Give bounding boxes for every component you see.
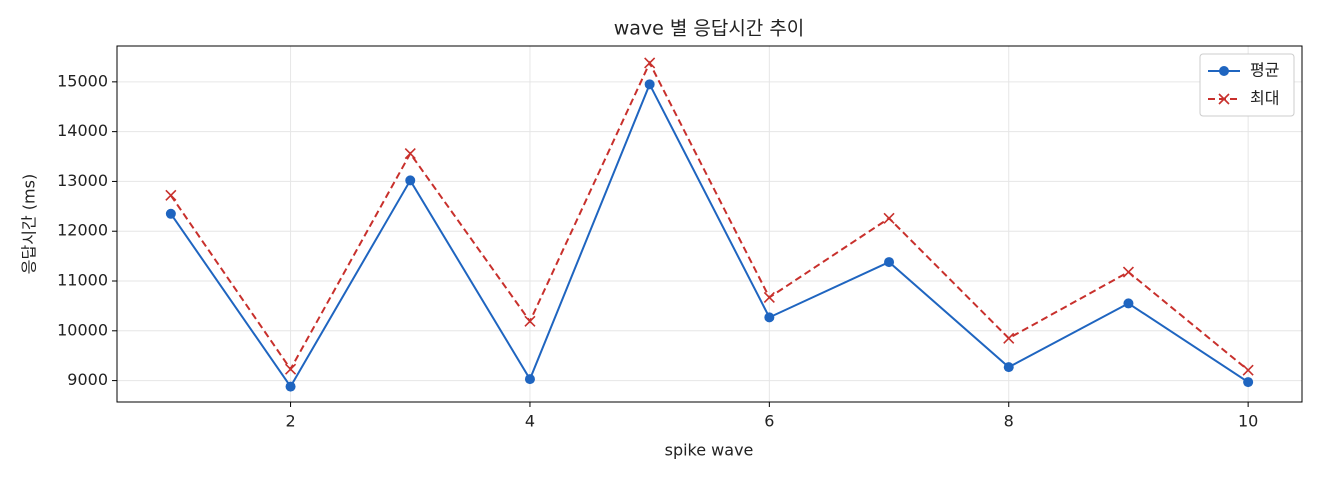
x-tick-label: 4	[525, 412, 535, 431]
y-tick-label: 12000	[57, 221, 108, 240]
point	[524, 374, 535, 385]
legend-box	[1199, 53, 1295, 117]
x-tick-label: 6	[764, 412, 774, 431]
x-tick-label: 10	[1238, 412, 1258, 431]
y-tick-label: 11000	[57, 271, 108, 290]
point	[524, 315, 536, 327]
series-line	[170, 81, 1249, 389]
x-axis-label: spike wave	[665, 441, 754, 460]
x-tick-label: 8	[1004, 412, 1014, 431]
y-tick-label: 10000	[57, 320, 108, 339]
point	[644, 57, 656, 69]
series-line	[170, 60, 1249, 372]
y-axis-label: 응답시간 (ms)	[20, 174, 39, 274]
x-tick-label: 2	[285, 412, 295, 431]
point	[1242, 364, 1254, 376]
plot-frame	[116, 45, 1303, 403]
point	[165, 208, 176, 219]
legend-label: 최대	[1250, 89, 1279, 108]
point	[883, 212, 895, 224]
point	[764, 312, 775, 323]
point	[884, 257, 895, 268]
point	[1123, 298, 1134, 309]
point	[405, 175, 416, 186]
y-tick-label: 9000	[67, 370, 108, 389]
y-tick-label: 13000	[57, 171, 108, 190]
y-tick-label: 14000	[57, 121, 108, 140]
y-tick-label: 15000	[57, 71, 108, 90]
point	[165, 189, 177, 201]
point	[285, 381, 296, 392]
legend-marker	[1218, 93, 1230, 105]
point	[1003, 362, 1014, 373]
point	[763, 291, 775, 304]
point	[1003, 332, 1015, 344]
point	[284, 363, 297, 375]
chart-title: wave 별 응답시간 추이	[614, 18, 805, 40]
point	[404, 147, 416, 160]
point	[1122, 266, 1135, 278]
legend-label: 평균	[1250, 61, 1279, 80]
legend-marker	[1219, 66, 1229, 76]
point	[1243, 377, 1254, 388]
point	[644, 79, 655, 90]
